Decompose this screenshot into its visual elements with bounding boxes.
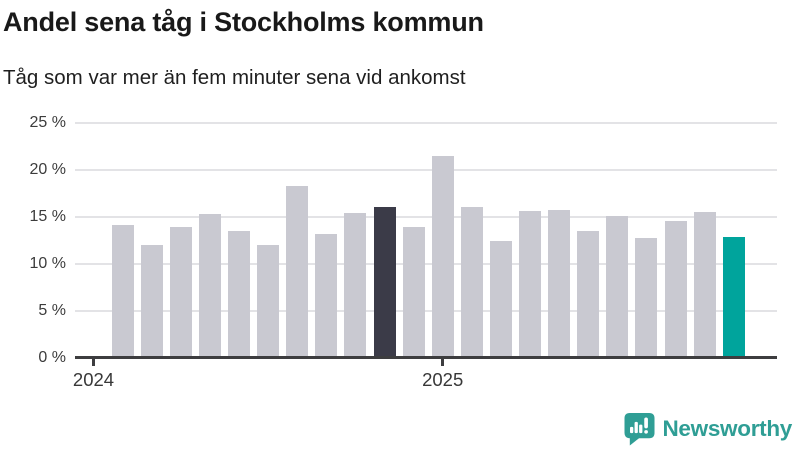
newsworthy-logo: Newsworthy bbox=[624, 412, 792, 446]
gridline bbox=[75, 168, 777, 171]
bar bbox=[140, 244, 163, 358]
bar bbox=[664, 220, 687, 358]
bar bbox=[315, 233, 338, 358]
y-axis-label: 20 % bbox=[29, 160, 66, 178]
gridline bbox=[75, 309, 777, 312]
bar bbox=[635, 238, 658, 358]
bar bbox=[344, 213, 367, 358]
x-axis-label: 2024 bbox=[72, 368, 115, 390]
gridline bbox=[75, 122, 777, 124]
x-axis-tick bbox=[441, 359, 445, 366]
y-axis-label: 10 % bbox=[29, 254, 66, 272]
bar bbox=[606, 215, 629, 358]
bar bbox=[693, 212, 716, 358]
chart-title: Andel sena tåg i Stockholms kommun bbox=[3, 7, 484, 37]
bar bbox=[402, 227, 425, 358]
bar-highlight-accent bbox=[722, 237, 745, 358]
bar bbox=[489, 241, 512, 358]
x-axis-line bbox=[75, 356, 777, 359]
bar bbox=[169, 227, 192, 358]
bar bbox=[111, 225, 134, 358]
bar bbox=[577, 230, 600, 358]
x-axis-tick bbox=[92, 359, 95, 366]
bar bbox=[519, 211, 541, 358]
gridline bbox=[75, 262, 777, 265]
newsworthy-logo-text: Newsworthy bbox=[662, 416, 792, 441]
y-axis-label: 25 % bbox=[29, 114, 66, 131]
y-axis-label: 0 % bbox=[38, 348, 66, 366]
x-axis-label: 2025 bbox=[422, 368, 464, 390]
newsworthy-speech-bubble-bar-chart-icon bbox=[624, 412, 655, 446]
bar bbox=[548, 210, 571, 358]
bar bbox=[257, 244, 280, 358]
bar bbox=[431, 155, 454, 358]
bar bbox=[286, 185, 309, 358]
y-axis-label: 5 % bbox=[38, 301, 66, 319]
bar bbox=[198, 213, 221, 358]
gridline bbox=[75, 215, 777, 218]
bar-highlight-dark bbox=[373, 207, 396, 358]
chart-subtitle: Tåg som var mer än fem minuter sena vid … bbox=[3, 66, 466, 89]
y-axis-label: 15 % bbox=[29, 207, 66, 225]
bar bbox=[228, 230, 250, 358]
bar bbox=[460, 207, 483, 358]
